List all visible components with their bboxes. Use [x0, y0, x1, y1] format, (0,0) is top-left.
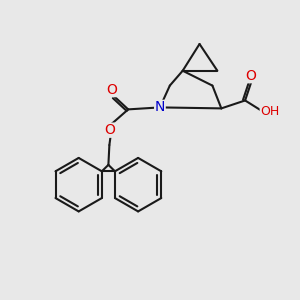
Text: N: N [155, 100, 165, 114]
Text: O: O [106, 82, 117, 97]
Text: O: O [104, 123, 115, 137]
Text: O: O [246, 69, 256, 83]
Text: OH: OH [260, 105, 280, 118]
